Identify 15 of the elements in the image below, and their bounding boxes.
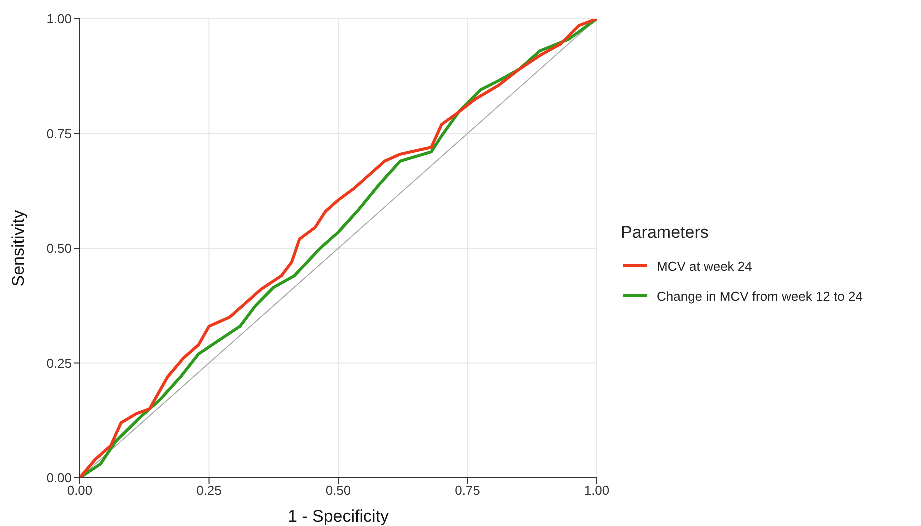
y-tick-label: 0.75 xyxy=(46,126,72,142)
y-tick-label: 0.50 xyxy=(46,241,72,256)
legend-title: Parameters xyxy=(621,223,710,243)
legend-label: MCV at week 24 xyxy=(657,258,752,274)
x-tick-label: 0.00 xyxy=(67,483,93,498)
y-axis-title: Sensitivity xyxy=(9,210,28,287)
x-tick-label: 1.00 xyxy=(584,483,610,498)
x-axis-title: 1 - Specificity xyxy=(288,507,390,526)
y-tick-label: 0.00 xyxy=(46,470,72,486)
y-tick-label: 0.25 xyxy=(46,356,72,371)
x-tick-label: 0.25 xyxy=(196,483,222,498)
legend-label: Change in MCV from week 12 to 24 xyxy=(657,288,863,304)
y-tick-label: 1.00 xyxy=(46,12,72,27)
x-tick-label: 0.50 xyxy=(326,483,352,498)
x-tick-label: 0.75 xyxy=(455,483,480,498)
